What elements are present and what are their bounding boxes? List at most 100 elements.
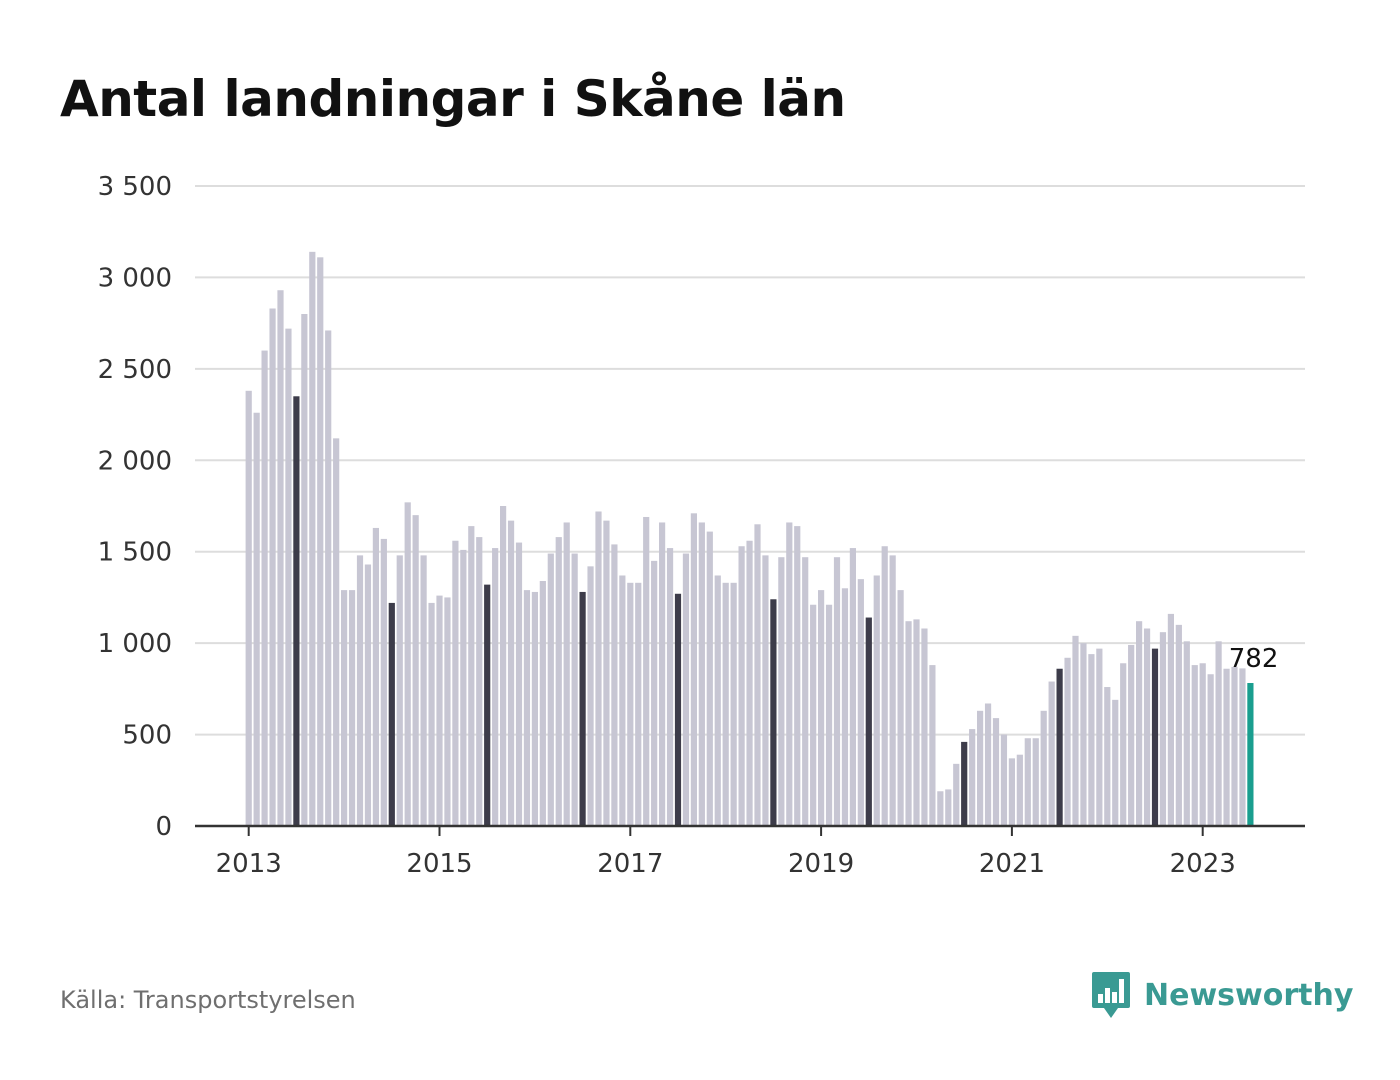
bar: [818, 590, 825, 826]
bar: [571, 553, 578, 826]
bar: [714, 575, 721, 826]
bar: [1024, 738, 1031, 826]
bar: [953, 763, 960, 826]
bar: [1040, 710, 1047, 826]
bar: [317, 257, 324, 826]
bar: [444, 597, 451, 826]
bar: [762, 555, 769, 826]
y-tick-label: 1 000: [98, 629, 172, 659]
bar: [778, 557, 785, 826]
bar: [1136, 621, 1143, 826]
newsworthy-logo-icon: [1092, 972, 1130, 1018]
bar: [873, 575, 880, 826]
bar: [1064, 657, 1071, 826]
bar: [619, 575, 626, 826]
x-tick-label: 2021: [979, 849, 1045, 879]
bar: [746, 540, 753, 826]
brand-name: Newsworthy: [1144, 977, 1354, 1013]
bar: [674, 593, 682, 826]
y-tick-label: 3 000: [98, 263, 172, 293]
bar: [1128, 644, 1135, 826]
bar: [1104, 687, 1111, 826]
bar: [364, 564, 372, 826]
x-axis: 2013 2015 2017 2019 2021 2023: [195, 824, 1305, 879]
bar: [1056, 668, 1063, 826]
bar: [945, 789, 952, 826]
bar: [333, 438, 340, 826]
bar: [666, 548, 674, 826]
bar: [587, 566, 594, 826]
bar: [468, 526, 475, 826]
bar: [730, 582, 737, 826]
bar: [627, 582, 634, 826]
bar: [500, 506, 507, 826]
bar: [1215, 641, 1222, 826]
bar: [484, 584, 491, 826]
bar: [531, 591, 538, 826]
bar: [348, 590, 356, 826]
y-tick-label: 3 500: [98, 172, 172, 202]
bar: [754, 524, 761, 826]
bar: [1120, 663, 1127, 826]
y-axis-ticks: 0 500 1 000 1 500 2 000 2 500 3 000 3 500: [98, 172, 172, 842]
bar: [770, 599, 777, 826]
bar: [1048, 681, 1055, 826]
bar: [428, 602, 435, 826]
bar: [857, 579, 864, 826]
bar: [1183, 641, 1190, 826]
bar: [682, 553, 690, 826]
bar: [325, 330, 332, 826]
bar: [372, 527, 379, 826]
bar: [341, 590, 348, 826]
bar: [436, 595, 443, 826]
x-tick-label: 2017: [597, 849, 663, 879]
x-tick-label: 2015: [406, 849, 472, 879]
bar: [539, 580, 546, 826]
bar: [690, 513, 697, 826]
bar: [293, 396, 300, 826]
bar: [913, 619, 920, 826]
bar: [977, 710, 984, 826]
bar: [897, 590, 904, 826]
source-note: Källa: Transportstyrelsen: [60, 986, 356, 1014]
bar: [420, 555, 427, 826]
bar: [579, 591, 586, 826]
bar: [825, 604, 833, 826]
x-tick-label: 2019: [788, 849, 854, 879]
bar: [1207, 674, 1214, 826]
bar: [515, 542, 523, 826]
bar: [1008, 758, 1015, 826]
bar: [547, 553, 554, 826]
bar: [635, 582, 642, 826]
bar: [1247, 683, 1254, 826]
x-tick-label: 2023: [1170, 849, 1236, 879]
bar: [404, 502, 411, 826]
bar: [285, 328, 292, 826]
bar: [253, 412, 260, 826]
bar: [643, 516, 650, 826]
brand-logo[interactable]: Newsworthy: [1090, 970, 1353, 1020]
bar: [1239, 668, 1246, 826]
bar: [1175, 624, 1182, 826]
bar: [833, 557, 841, 826]
bar: [794, 526, 801, 826]
bar: [929, 665, 936, 826]
latest-value-label: 782: [1229, 644, 1279, 674]
annotations: 782: [1229, 644, 1279, 674]
bar: [1080, 643, 1087, 826]
bar: [595, 511, 602, 826]
bar: [356, 555, 364, 826]
bar: [992, 718, 1000, 826]
bar: [396, 555, 403, 826]
bars: [245, 251, 1254, 827]
bar: [706, 531, 713, 826]
bar: [1167, 613, 1174, 826]
bar: [1032, 738, 1039, 826]
bar: [1112, 699, 1119, 826]
bar: [1016, 754, 1023, 826]
bar: [245, 390, 252, 826]
bar: [261, 350, 268, 826]
bar: [937, 791, 944, 826]
bar: [1231, 666, 1238, 826]
